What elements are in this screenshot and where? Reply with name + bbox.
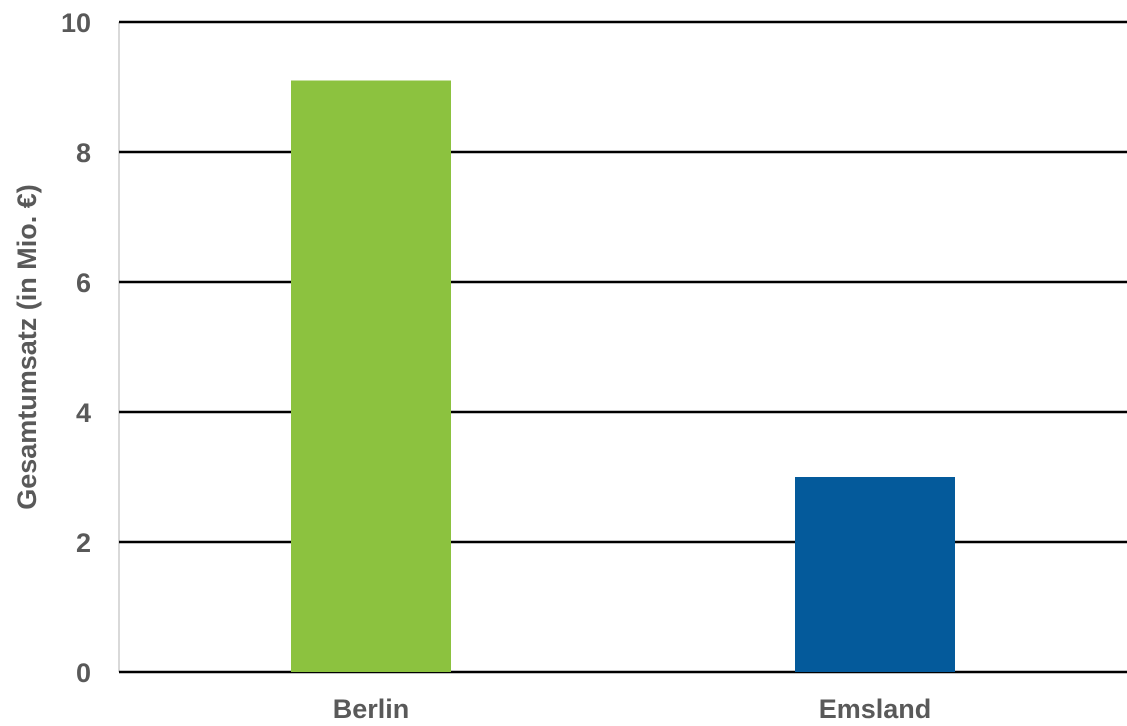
y-tick-label: 0 xyxy=(76,658,91,688)
y-tick-label: 2 xyxy=(76,528,91,558)
x-category-label: Berlin xyxy=(333,694,410,724)
bar-emsland xyxy=(795,477,955,672)
bar-berlin xyxy=(291,80,451,672)
y-tick-labels: 0 2 4 6 8 10 xyxy=(61,8,91,688)
y-axis-title: Gesamtumsatz (in Mio. €) xyxy=(12,184,42,510)
y-tick-label: 8 xyxy=(76,138,91,168)
gridlines xyxy=(119,20,1127,674)
y-tick-label: 4 xyxy=(76,398,91,428)
y-tick-label: 10 xyxy=(61,8,91,38)
x-category-labels: Berlin Emsland xyxy=(333,694,932,724)
y-tick-label: 6 xyxy=(76,268,91,298)
x-category-label: Emsland xyxy=(819,694,932,724)
bars xyxy=(291,80,955,672)
